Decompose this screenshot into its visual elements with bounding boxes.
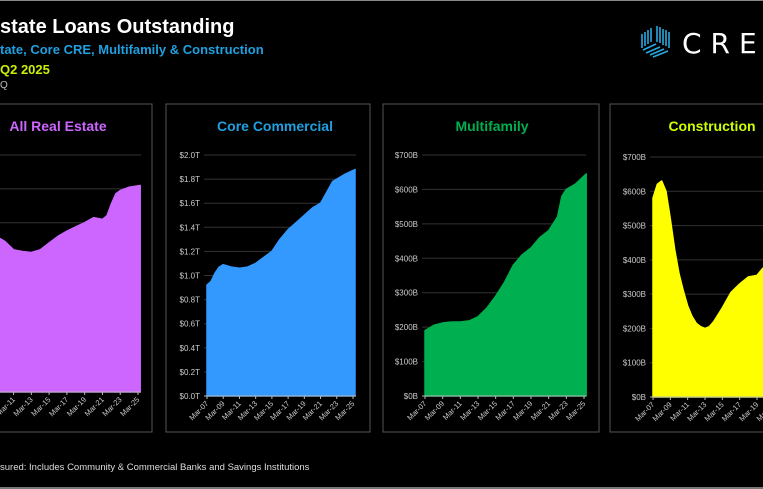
chart-title: Core Commercial xyxy=(217,118,333,134)
y-tick-label: $500B xyxy=(395,220,418,229)
y-tick-label: $1.8T xyxy=(180,175,201,184)
y-tick-label: $1.4T xyxy=(180,223,201,232)
y-tick-label: $1.0T xyxy=(180,272,201,281)
y-tick-label: $700B xyxy=(623,153,646,162)
y-tick-label: $1.2T xyxy=(180,247,201,256)
y-tick-label: $0.6T xyxy=(180,320,201,329)
page-subtitle: tate, Core CRE, Multifamily & Constructi… xyxy=(0,42,264,57)
y-tick-label: $0B xyxy=(404,392,418,401)
source-label: Q xyxy=(0,80,8,91)
y-tick-label: $600B xyxy=(395,185,418,194)
area-series xyxy=(652,180,763,398)
top-border xyxy=(0,0,763,1)
y-tick-label: $0.2T xyxy=(180,368,201,377)
y-tick-label: $2.0T xyxy=(180,151,201,160)
y-tick-label: $300B xyxy=(395,289,418,298)
y-tick-label: $200B xyxy=(623,324,646,333)
y-tick-label: $100B xyxy=(623,359,646,368)
y-tick-label: $100B xyxy=(395,358,418,367)
chart-title: Construction xyxy=(668,118,755,134)
y-tick-label: $300B xyxy=(623,290,646,299)
chart-title: Multifamily xyxy=(455,118,528,134)
y-tick-label: $0.8T xyxy=(180,296,201,305)
area-series xyxy=(0,184,141,393)
y-tick-label: $1.6T xyxy=(180,199,201,208)
y-tick-label: $200B xyxy=(395,323,418,332)
y-tick-label: $0.0T xyxy=(180,392,201,401)
period-label: Q2 2025 xyxy=(0,62,50,77)
logo-wordmark: CRED xyxy=(682,27,763,60)
page-title: state Loans Outstanding xyxy=(0,16,235,38)
y-tick-label: $400B xyxy=(395,254,418,263)
y-tick-label: $400B xyxy=(623,256,646,265)
y-tick-label: $0B xyxy=(632,393,646,402)
y-tick-label: $700B xyxy=(395,151,418,160)
chart-title: All Real Estate xyxy=(9,118,106,134)
y-tick-label: $500B xyxy=(623,222,646,231)
x-tick-label: Mar-21 xyxy=(755,400,763,423)
y-tick-label: $600B xyxy=(623,187,646,196)
bottom-border xyxy=(0,487,763,489)
footnote: sured: Includes Community & Commercial B… xyxy=(0,462,310,473)
y-tick-label: $0.4T xyxy=(180,344,201,353)
cube-logo-icon xyxy=(641,26,670,58)
